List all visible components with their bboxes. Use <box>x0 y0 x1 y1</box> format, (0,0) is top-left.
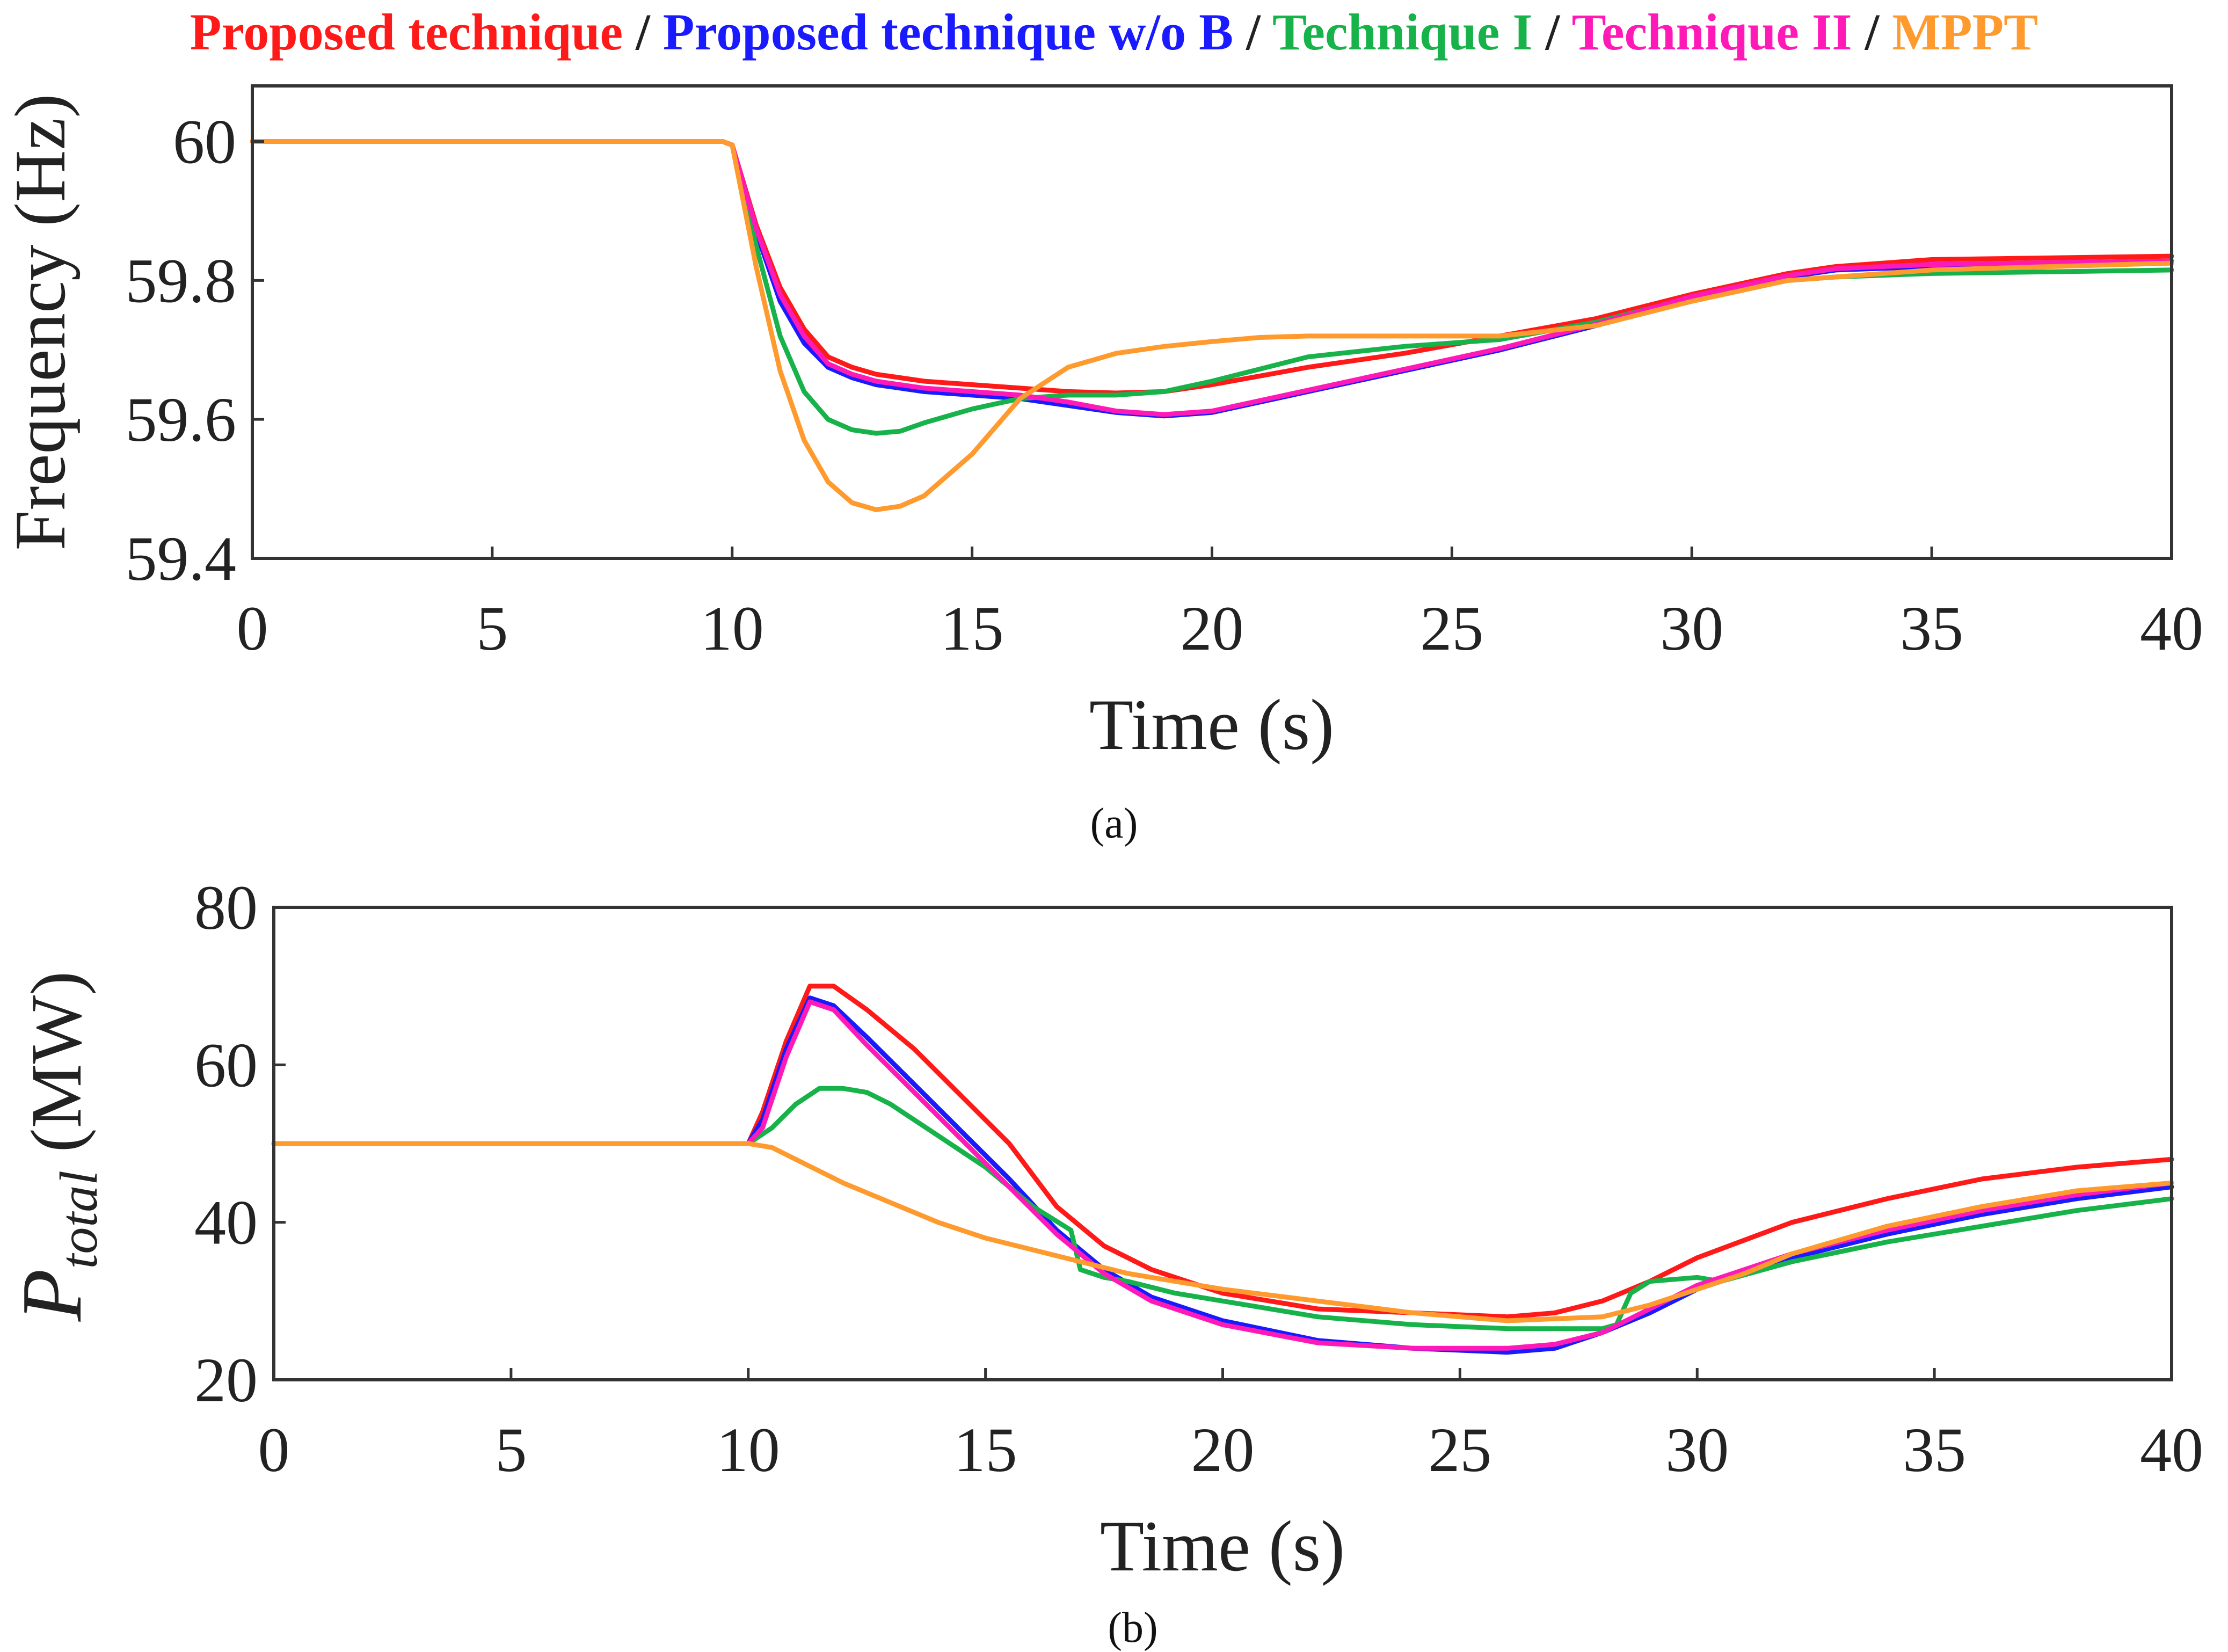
legend-entry-proposed-technique: Proposed technique <box>190 3 623 61</box>
chart-b-caption: (b) <box>1108 1604 1157 1651</box>
chart-a-series-mppt <box>250 139 2174 512</box>
chart-b-x-tick-label: 10 <box>717 1415 780 1485</box>
chart-a-x-tick-label: 30 <box>1660 593 1723 664</box>
chart-b-series-proposed-technique-w-o-b <box>271 995 2174 1355</box>
chart-a-series-technique-ii <box>250 139 2174 417</box>
chart-a-x-tick-label: 5 <box>476 593 508 664</box>
chart-b-y-axis-label-unit: (MW) <box>17 971 97 1170</box>
chart-a-x-tick-label: 0 <box>237 593 268 664</box>
legend-separator: / <box>1852 3 1892 61</box>
chart-b-x-tick-label: 40 <box>2140 1415 2203 1485</box>
legend-entry-technique-ii: Technique II <box>1572 3 1852 61</box>
chart-a-x-axis-label: Time (s) <box>1089 685 1334 765</box>
chart-b-x-tick-label: 35 <box>1903 1415 1966 1485</box>
chart-a-x-tick-label: 40 <box>2140 593 2203 664</box>
chart-a-y-tick-label: 60 <box>173 107 236 177</box>
chart-b-x-tick-label: 0 <box>258 1415 290 1485</box>
chart-b-y-axis-label: Ptotal (MW) <box>4 971 108 1322</box>
chart-a-y-tick-label: 59.8 <box>126 245 237 316</box>
legend-separator: / <box>1533 3 1572 61</box>
chart-a-y-axis-label: Frequency (Hz) <box>1 94 81 551</box>
chart-b-y-tick-label: 80 <box>194 872 258 943</box>
legend-entry-technique-i: Technique I <box>1272 3 1533 61</box>
chart-a-x-tick-label: 20 <box>1181 593 1244 664</box>
chart-a-x-tick-label: 10 <box>701 593 764 664</box>
legend-separator: / <box>1233 3 1272 61</box>
chart-b-x-tick-label: 15 <box>954 1415 1017 1485</box>
legend-entry-proposed-technique-w-o-b: Proposed technique w/o B <box>663 3 1233 61</box>
legend-separator: / <box>623 3 663 61</box>
chart-b-y-tick-label: 60 <box>194 1030 258 1100</box>
chart-a-plot-area <box>252 86 2172 558</box>
chart-a-x-tick-label: 25 <box>1420 593 1483 664</box>
chart-b-x-tick-label: 25 <box>1428 1415 1491 1485</box>
legend-entry-mppt: MPPT <box>1892 3 2038 61</box>
chart-b-y-axis-label-sub: total <box>49 1170 108 1269</box>
chart-a-caption: (a) <box>1090 800 1138 847</box>
chart-a-y-tick-label: 59.6 <box>126 384 237 455</box>
chart-a-x-tick-label: 35 <box>1900 593 1963 664</box>
chart-a-y-tick-label: 59.4 <box>126 523 237 594</box>
legend: Proposed technique / Proposed technique … <box>190 3 2038 61</box>
chart-b-x-tick-label: 30 <box>1665 1415 1729 1485</box>
chart-b-series-mppt <box>271 1141 2174 1323</box>
chart-b-y-tick-label: 20 <box>194 1345 258 1415</box>
chart-b-x-tick-label: 20 <box>1191 1415 1255 1485</box>
chart-b-x-axis-label: Time (s) <box>1100 1507 1345 1586</box>
chart-b-x-tick-label: 5 <box>495 1415 527 1485</box>
chart-b-y-axis-label-main: P <box>4 1269 99 1322</box>
chart-b-y-tick-label: 40 <box>194 1188 258 1258</box>
chart-a-x-tick-label: 15 <box>941 593 1004 664</box>
chart-b: 0 5 10 15 20 25 30 35 40 20 40 60 80 Time (s) Ptotal… <box>4 872 2203 1651</box>
